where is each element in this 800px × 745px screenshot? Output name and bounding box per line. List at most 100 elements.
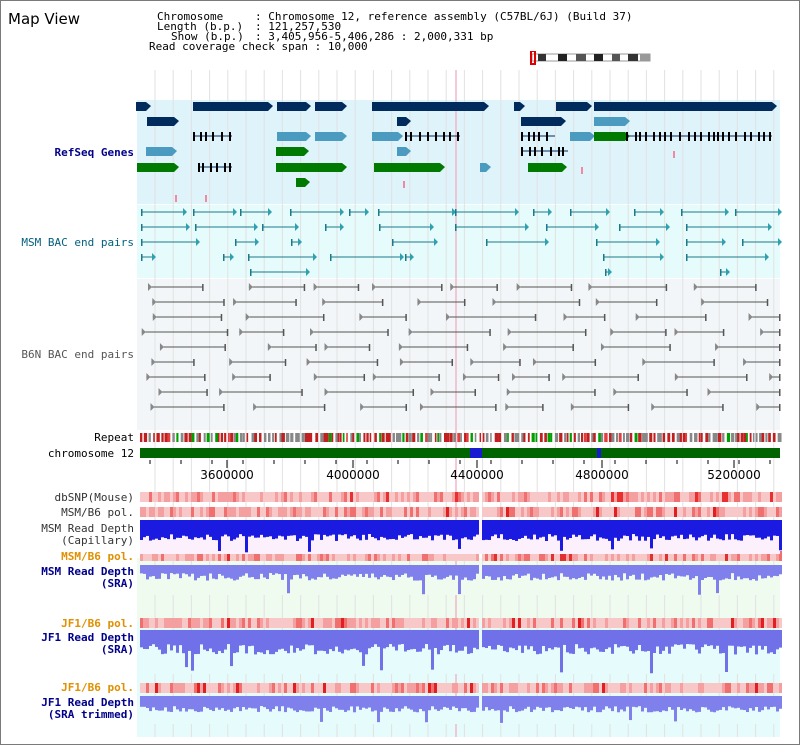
jf1-sra-depth (422, 630, 425, 649)
chromosome-track-label[interactable]: chromosome 12 (47, 447, 134, 460)
msm-pol-cell (590, 507, 593, 517)
jf1-pol-cell (458, 618, 461, 628)
jf1-pol-trim-cell (779, 683, 782, 693)
jf1-trim-depth (185, 696, 188, 712)
msm-read-depth-sra-label[interactable]: MSM Read Depth (41, 565, 134, 578)
msm-pol-cell (167, 507, 170, 517)
jf1-sra-depth (515, 630, 518, 651)
jf1-read-depth-sra-label[interactable]: JF1 Read Depth (41, 631, 134, 644)
msm-pol-cell (236, 507, 239, 517)
msm-b6-pol-capillary-label[interactable]: MSM/B6 pol. (61, 506, 134, 519)
jf1-pol-cell (377, 618, 380, 628)
msm-sra-depth (341, 565, 344, 575)
jf1-trim-depth (620, 696, 623, 710)
jf1-sra-depth (608, 630, 611, 648)
msm-pol-sra-cell (299, 551, 302, 561)
jf1-pol-trim-cell (353, 683, 356, 693)
jf1-pol-cell (656, 618, 659, 628)
jf1-sra-depth (560, 630, 563, 673)
refseq-genes-label[interactable]: RefSeq Genes (54, 146, 134, 159)
dbsnp-label[interactable]: dbSNP(Mouse) (54, 491, 134, 504)
dbsnp-cell (209, 492, 212, 502)
dbsnp-cell (344, 492, 347, 502)
repeat-label[interactable]: Repeat (94, 431, 134, 444)
msm-sra-depth (263, 565, 266, 578)
msm-pol-cell (209, 507, 212, 517)
msm-pol-sra-cell (653, 551, 656, 561)
repeat-block (460, 433, 462, 442)
jf1-trim-depth (275, 696, 278, 707)
jf1-sra-depth (689, 630, 692, 645)
jf1-sra-depth (314, 630, 317, 655)
msm-capillary-depth (527, 520, 530, 539)
b6n-bac-label[interactable]: B6N BAC end pairs (21, 348, 134, 361)
refseq-band (137, 100, 780, 204)
repeat-block (649, 433, 653, 442)
msm-capillary-depth (416, 520, 419, 540)
msm-sra-depth (314, 565, 317, 580)
jf1-pol-cell (635, 618, 638, 628)
msm-pol-sra-cell (146, 551, 149, 561)
page-title: Map View (8, 10, 81, 28)
dbsnp-cell (239, 492, 242, 502)
jf1-pol-trim-cell (653, 683, 656, 693)
msm-capillary-depth (254, 520, 257, 538)
jf1-sra-depth (593, 630, 596, 648)
dbsnp-cell (206, 492, 209, 502)
msm-sra-depth (746, 565, 749, 579)
msm-pol-sra-cell (296, 551, 299, 561)
msm-read-depth-capillary-label[interactable]: MSM Read Depth (41, 522, 134, 535)
msm-capillary-depth (341, 520, 344, 536)
msm-capillary-depth (740, 520, 743, 541)
repeat-block (352, 433, 355, 442)
jf1-pol-trim-cell (509, 683, 512, 693)
jf1-pol-trim-cell (557, 683, 560, 693)
chromosome-ideogram[interactable] (528, 51, 654, 65)
repeat-block (759, 433, 762, 442)
jf1-pol-trim-cell (722, 683, 725, 693)
msm-sra-depth (311, 565, 314, 579)
jf1-pol-cell (740, 618, 743, 628)
msm-b6-pol-sra-label[interactable]: MSM/B6 pol. (61, 550, 134, 563)
msm-pol-cell (392, 507, 395, 517)
jf1-pol-trim-cell (545, 683, 548, 693)
msm-pol-sra-cell (773, 551, 776, 561)
jf1-pol-trim-cell (224, 683, 227, 693)
msm-bac-label[interactable]: MSM BAC end pairs (21, 236, 134, 249)
bac-end (392, 239, 394, 246)
b6n-end (578, 299, 581, 306)
b6n-end (766, 299, 769, 306)
jf1-pol-trim-cell (452, 683, 455, 693)
jf1-b6-pol-sra-label[interactable]: JF1/B6 pol. (61, 617, 134, 630)
gene-exon (664, 132, 666, 141)
msm-pol-cell (431, 507, 434, 517)
jf1-b6-pol-trimmed-label[interactable]: JF1/B6 pol. (61, 681, 134, 694)
msm-capillary-depth (653, 520, 656, 540)
msm-pol-sra-cell (371, 551, 374, 561)
jf1-sra-depth (200, 630, 203, 645)
repeat-block (359, 433, 362, 442)
jf1-read-depth-trimmed-label[interactable]: JF1 Read Depth (41, 696, 134, 709)
msm-sra-depth (299, 565, 302, 579)
msm-capillary-depth (155, 520, 158, 539)
jf1-pol-trim-cell (230, 683, 233, 693)
msm-capillary-depth (548, 520, 551, 535)
repeat-block (715, 433, 718, 442)
b6n-arrow (398, 343, 403, 351)
jf1-sra-depth (692, 630, 695, 645)
msm-capillary-depth (584, 520, 587, 540)
msm-pol-sra-cell (200, 551, 203, 561)
bac-end (141, 224, 143, 231)
jf1-pol-cell (686, 618, 689, 628)
gene-exon (763, 132, 765, 141)
msm-pol-cell (155, 507, 158, 517)
jf1-trim-depth (611, 696, 614, 712)
repeat-block (227, 433, 230, 442)
jf1-sra-depth (191, 630, 194, 671)
jf1-sra-depth (419, 630, 422, 652)
msm-sra-depth (344, 565, 347, 576)
bac-arrow (340, 208, 344, 216)
jf1-pol-cell (674, 618, 677, 628)
jf1-pol-cell (704, 618, 707, 628)
